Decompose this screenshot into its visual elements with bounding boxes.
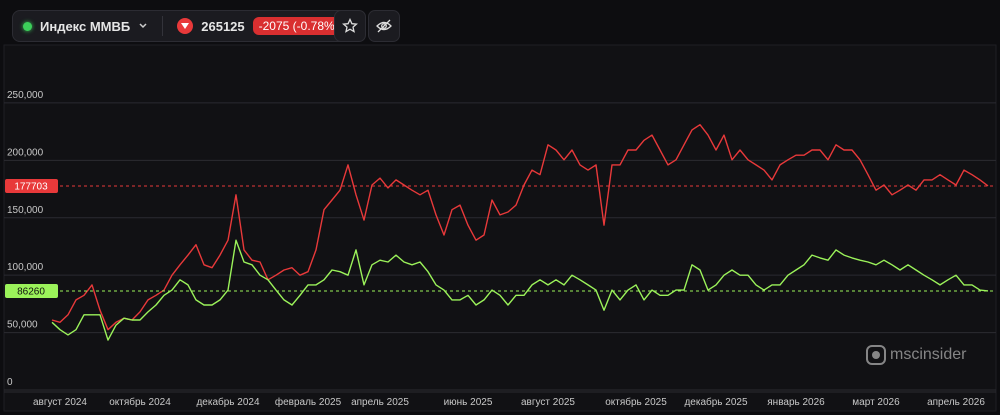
x-tick-label: декабрь 2025	[684, 396, 748, 408]
x-tick-label: октябрь 2025	[605, 396, 667, 408]
price: 265125	[201, 18, 245, 34]
watermark-text: mscinsider	[890, 346, 967, 363]
change-badge: -2075 (-0.78%)	[252, 17, 345, 35]
x-tick-label: август 2025	[521, 397, 575, 408]
x-tick-label: декабрь 2024	[196, 396, 260, 408]
price-line	[51, 124, 989, 331]
x-tick-label: август 2024	[33, 397, 87, 408]
status-dot	[23, 21, 32, 31]
x-tick-label: июнь 2025	[444, 397, 493, 408]
chart-panel	[3, 44, 997, 412]
price-line	[51, 239, 989, 341]
last-price-label: 86260	[17, 286, 45, 297]
x-tick-label: апрель 2026	[927, 397, 985, 408]
chevron[interactable]	[138, 21, 148, 31]
x-tick-label: январь 2026	[767, 397, 825, 408]
hide-button[interactable]	[368, 10, 400, 42]
y-tick-label: 0	[7, 377, 13, 388]
divider	[162, 16, 164, 36]
down-icon	[177, 18, 194, 34]
index-name[interactable]: Индекс ММВБ	[40, 18, 131, 34]
y-tick-label: 200,000	[7, 147, 44, 158]
last-price-label: 177703	[14, 181, 48, 192]
y-tick-label: 150,000	[7, 205, 44, 216]
last-price-tag	[5, 283, 58, 298]
last-price-tag	[5, 178, 58, 193]
watermark: mscinsider	[866, 345, 966, 365]
instrument-bar[interactable]: Индекс ММВБ 265125 -2075 (-0.78%)	[12, 10, 356, 42]
x-tick-label: февраль 2025	[275, 396, 342, 408]
y-tick-label: 250,000	[7, 90, 44, 101]
y-tick-label: 100,000	[7, 262, 44, 273]
favorite-button[interactable]	[334, 10, 366, 42]
x-tick-label: октябрь 2024	[109, 396, 171, 408]
x-tick-label: апрель 2025	[351, 397, 409, 408]
x-tick-label: март 2026	[852, 397, 900, 408]
y-tick-label: 50,000	[7, 320, 38, 331]
